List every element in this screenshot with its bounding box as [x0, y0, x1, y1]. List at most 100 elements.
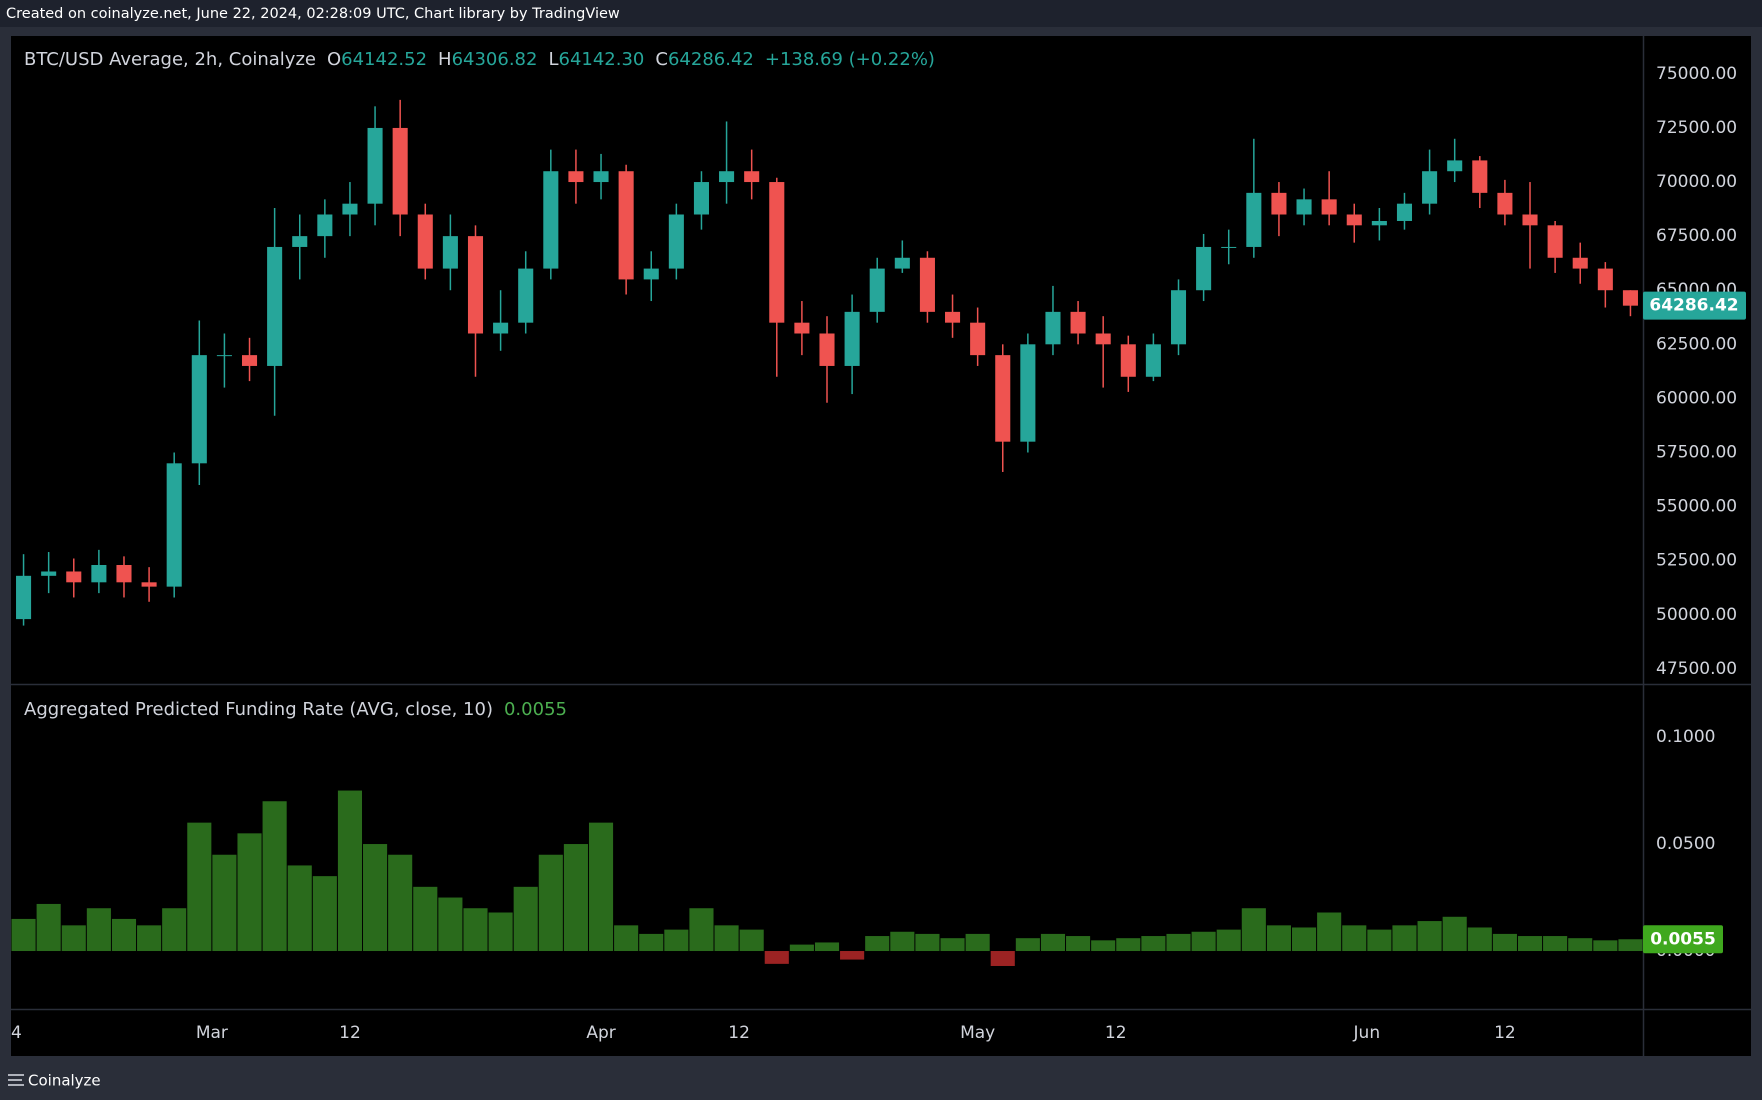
- candle-body: [1497, 192, 1513, 215]
- candle-body: [1170, 290, 1187, 345]
- funding-bar: [1618, 939, 1643, 952]
- candle-body: [216, 355, 232, 357]
- candle-body: [1045, 311, 1061, 345]
- candle-body: [894, 257, 910, 269]
- candle-body: [191, 355, 207, 464]
- candle-body: [166, 463, 182, 587]
- candle-body: [744, 171, 760, 183]
- funding-bar: [840, 951, 865, 960]
- funding-bar: [1015, 938, 1040, 952]
- value-axes: 47500.00 50000.00 52500.00 55000.00 57500.00…: [1643, 64, 1746, 961]
- candle-body: [618, 171, 634, 280]
- legend-ohlc-label: O: [327, 49, 341, 70]
- legend-value: 0.0055: [504, 699, 567, 720]
- candle-body: [91, 565, 107, 583]
- candle-body: [769, 182, 785, 323]
- funding-bar: [639, 933, 664, 952]
- candle-body: [1371, 220, 1387, 226]
- candle-body: [1346, 214, 1362, 226]
- price-pane: [16, 99, 1638, 626]
- legend-ohlc-value: 64306.82: [452, 49, 538, 70]
- funding-bar: [11, 918, 36, 952]
- funding-bar: [764, 951, 789, 964]
- candle-body: [719, 171, 735, 183]
- candle-body: [66, 571, 82, 583]
- funding-bar: [890, 931, 915, 952]
- last-value-box: [1643, 925, 1723, 954]
- menu-icon[interactable]: [8, 1074, 24, 1086]
- candle-body: [794, 322, 810, 334]
- candle-body: [317, 214, 333, 237]
- candle-body: [668, 214, 684, 269]
- candle-body: [442, 236, 458, 269]
- funding-bar: [789, 944, 814, 952]
- candle-body: [643, 268, 659, 280]
- candle-body: [1447, 160, 1463, 172]
- funding-bar: [990, 951, 1015, 966]
- funding-bar: [865, 936, 890, 952]
- legend-ohlc-value: 64142.30: [559, 49, 645, 70]
- legend-title: Aggregated Predicted Funding Rate (AVG, …: [24, 699, 493, 720]
- funding-bar: [237, 833, 262, 952]
- legend-ohlc-value: 64142.52: [341, 49, 427, 70]
- y-tick-label: 57500.00: [1656, 442, 1737, 462]
- funding-bar: [312, 876, 337, 952]
- legend-ohlc-label: H: [438, 49, 452, 70]
- y-tick-label: 50000.00: [1656, 605, 1737, 625]
- candle-body: [1196, 246, 1212, 291]
- funding-bar: [1417, 921, 1442, 952]
- funding-bar: [513, 886, 538, 952]
- candle-body: [819, 333, 835, 366]
- y-tick-label: 60000.00: [1656, 388, 1737, 408]
- funding-bar: [814, 942, 840, 952]
- candle-body: [1070, 311, 1086, 334]
- funding-bar: [111, 918, 137, 952]
- legends: BTC/USD Average, 2h, Coinalyze O64142.52 H…: [24, 49, 935, 720]
- funding-bar: [1517, 936, 1543, 952]
- legend-title: BTC/USD Average, 2h, Coinalyze: [24, 49, 316, 70]
- funding-bar: [1442, 916, 1467, 952]
- x-tick-label: 12: [339, 1023, 361, 1043]
- funding-bar: [1166, 933, 1191, 952]
- funding-bar: [563, 844, 588, 952]
- candle-body: [593, 171, 609, 183]
- candle-body: [919, 257, 935, 312]
- funding-bar: [137, 925, 162, 952]
- funding-bar: [1241, 908, 1266, 952]
- candle-body: [869, 268, 885, 312]
- candle-body: [945, 311, 961, 323]
- funding-bar: [1543, 936, 1568, 952]
- funding-bar: [614, 925, 639, 952]
- y-tick-label: 52500.00: [1656, 551, 1737, 571]
- candle-body: [367, 127, 383, 204]
- funding-bar: [187, 822, 212, 952]
- funding-bar: [1040, 933, 1066, 952]
- funding-bar: [1141, 936, 1166, 952]
- legend: BTC/USD Average, 2h, Coinalyze O64142.52 H…: [24, 49, 935, 70]
- funding-bar: [714, 925, 739, 952]
- candle-body: [241, 355, 258, 366]
- candle-body: [1145, 344, 1161, 377]
- funding-bar: [1191, 931, 1216, 952]
- funding-bar: [664, 929, 689, 952]
- x-tick-label: 12: [728, 1023, 750, 1043]
- candle-body: [1246, 192, 1262, 247]
- x-tick-label: Mar: [196, 1023, 228, 1043]
- funding-bar: [1568, 938, 1593, 952]
- y-tick-label: 75000.00: [1656, 64, 1737, 84]
- funding-bar: [588, 822, 614, 952]
- candle-body: [1522, 214, 1538, 226]
- funding-bar: [1392, 925, 1417, 952]
- funding-bar: [1266, 925, 1291, 952]
- funding-pane: [11, 790, 1643, 966]
- funding-bar: [1342, 925, 1367, 952]
- candle-body: [342, 203, 358, 215]
- candle-body: [1472, 160, 1488, 193]
- funding-bar: [965, 933, 990, 952]
- header-text: Created on coinalyze.net, June 22, 2024,…: [6, 6, 620, 22]
- candle-body: [543, 171, 559, 269]
- candle-body: [41, 571, 57, 576]
- candle-body: [1547, 225, 1563, 258]
